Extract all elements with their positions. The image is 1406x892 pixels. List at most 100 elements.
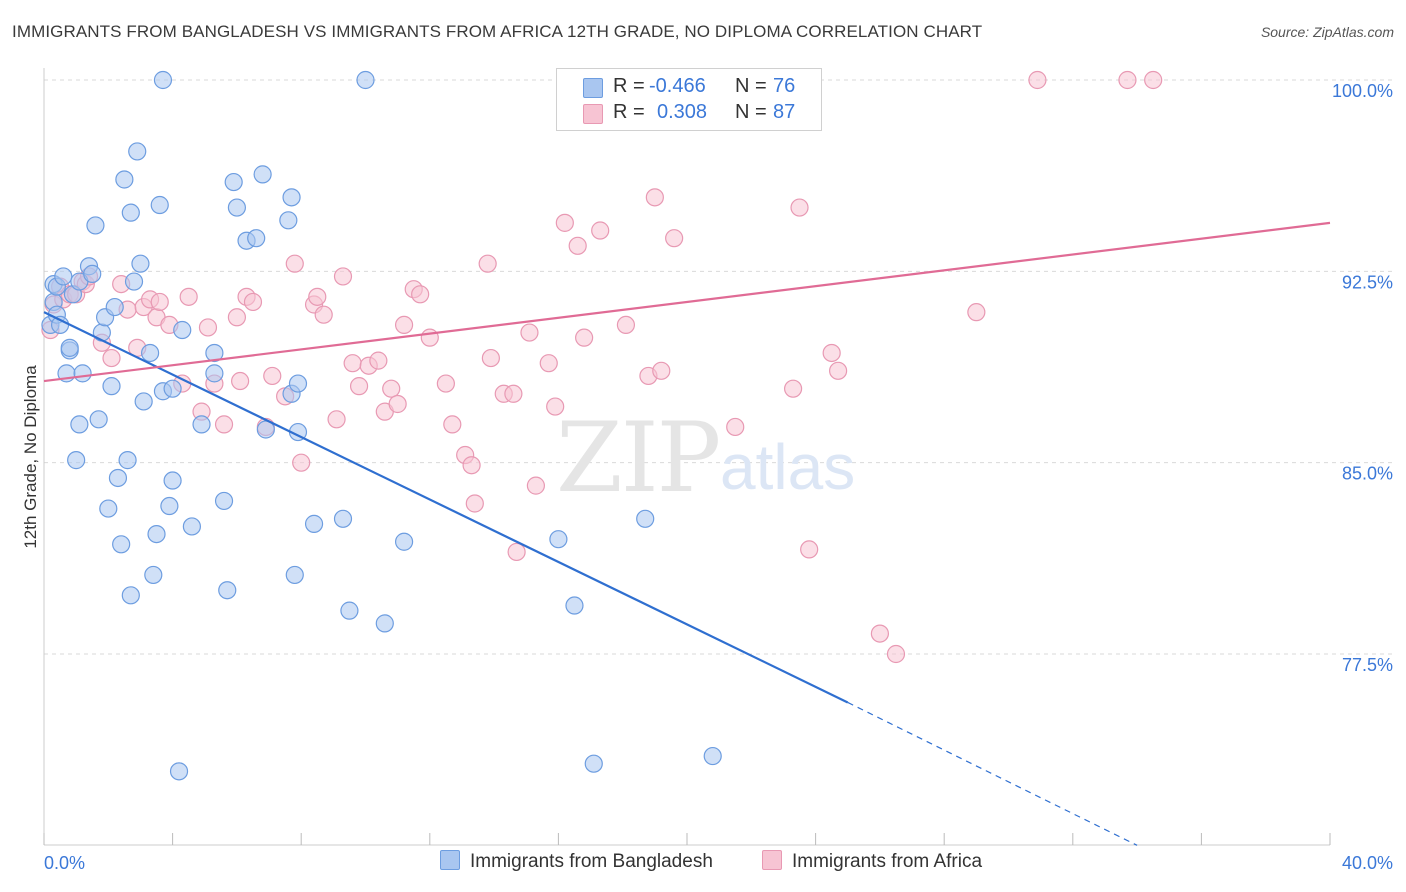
bottom-legend-africa: Immigrants from Africa	[762, 850, 982, 873]
africa-point	[179, 287, 198, 306]
bangladesh-point	[73, 364, 92, 383]
n-label: N =	[735, 101, 767, 123]
bangladesh-legend-label: Immigrants from Bangladesh	[470, 851, 713, 872]
africa-point	[198, 318, 218, 337]
bangladesh-point	[340, 601, 359, 620]
y-tick-label: 92.5%	[1342, 272, 1393, 292]
africa-point	[1118, 70, 1137, 90]
africa-point	[546, 397, 565, 416]
africa-legend-swatch	[762, 850, 782, 870]
bangladesh-point	[333, 509, 353, 528]
bangladesh-point	[227, 198, 246, 217]
africa-point	[870, 624, 890, 643]
bangladesh-point	[288, 374, 308, 393]
y-tick-label: 77.5%	[1342, 655, 1393, 675]
africa-point	[263, 366, 282, 386]
africa-point	[411, 285, 430, 304]
bangladesh-point	[128, 142, 147, 161]
bangladesh-legend-swatch	[440, 850, 460, 870]
bangladesh-trendline-extension	[847, 701, 1138, 846]
bangladesh-point	[247, 229, 266, 248]
africa-point	[343, 354, 362, 373]
africa-r-value: 0.308	[657, 101, 708, 123]
africa-point	[1144, 70, 1163, 90]
chart-title: IMMIGRANTS FROM BANGLADESH VS IMMIGRANTS…	[12, 22, 983, 41]
africa-point	[462, 456, 481, 475]
africa-point	[568, 236, 587, 255]
africa-point	[504, 384, 523, 403]
africa-point	[227, 308, 246, 327]
bangladesh-point	[394, 532, 414, 551]
africa-point	[285, 254, 304, 273]
bangladesh-point	[205, 343, 224, 363]
bangladesh-r-value: -0.466	[649, 75, 706, 97]
bangladesh-point	[108, 468, 128, 488]
africa-legend-label: Immigrants from Africa	[792, 851, 983, 872]
bangladesh-point	[214, 491, 234, 511]
africa-point	[243, 292, 263, 312]
africa-point	[800, 540, 819, 559]
africa-point	[333, 267, 353, 286]
africa-point	[420, 328, 439, 347]
bangladesh-point	[279, 211, 298, 230]
africa-point	[783, 379, 803, 398]
r-label: R =	[613, 101, 645, 123]
bangladesh-trendline	[43, 311, 849, 704]
correlation-legend: R = -0.466 N = 76 R = 0.308 N = 87	[556, 68, 822, 131]
trendlines	[43, 221, 1331, 846]
bangladesh-point	[60, 338, 79, 357]
y-tick-labels: 77.5% 85.0% 92.5% 100.0%	[1332, 81, 1393, 675]
bangladesh-point	[636, 509, 655, 528]
bangladesh-point	[70, 415, 89, 434]
bangladesh-point	[102, 377, 121, 396]
bangladesh-point	[144, 565, 163, 585]
bangladesh-n-value: 76	[773, 75, 796, 97]
bangladesh-point	[150, 195, 169, 215]
bangladesh-point	[147, 524, 166, 544]
africa-point	[394, 315, 414, 335]
africa-point	[665, 229, 684, 248]
africa-point	[829, 361, 848, 380]
africa-point	[478, 254, 497, 273]
r-label: R =	[613, 75, 645, 97]
africa-point	[591, 221, 610, 240]
africa-point	[292, 453, 311, 472]
bangladesh-point	[182, 517, 201, 536]
africa-point	[526, 476, 545, 495]
africa-n-value: 87	[773, 101, 796, 123]
bangladesh-swatch	[583, 78, 603, 98]
africa-point	[481, 348, 500, 368]
bangladesh-point	[67, 451, 86, 470]
africa-point	[308, 287, 327, 306]
y-tick-label: 85.0%	[1342, 464, 1393, 484]
n-label: N =	[735, 75, 767, 97]
bangladesh-point	[121, 203, 140, 222]
bangladesh-point	[169, 762, 189, 781]
watermark-zip: ZIP	[556, 402, 721, 514]
africa-point	[327, 410, 346, 429]
africa-point	[465, 494, 484, 513]
bangladesh-points	[41, 70, 722, 781]
bangladesh-point	[83, 264, 102, 283]
bangladesh-point	[121, 586, 140, 605]
africa-point	[575, 328, 594, 347]
africa-point	[645, 188, 664, 207]
africa-point	[616, 315, 636, 335]
bottom-legend-bangladesh: Immigrants from Bangladesh	[440, 850, 713, 873]
bangladesh-point	[115, 170, 134, 189]
bangladesh-point	[192, 415, 211, 434]
bangladesh-point	[304, 514, 324, 533]
bangladesh-point	[131, 254, 150, 273]
bangladesh-point	[173, 320, 192, 340]
bangladesh-point	[218, 581, 237, 600]
africa-point	[150, 292, 169, 312]
bangladesh-point	[112, 535, 131, 554]
bangladesh-point	[163, 471, 182, 490]
bangladesh-point	[375, 614, 394, 633]
bangladesh-point	[54, 267, 73, 286]
bangladesh-point	[285, 565, 304, 585]
africa-point	[539, 354, 558, 373]
watermark-atlas: atlas	[720, 431, 856, 503]
africa-point	[967, 303, 986, 322]
